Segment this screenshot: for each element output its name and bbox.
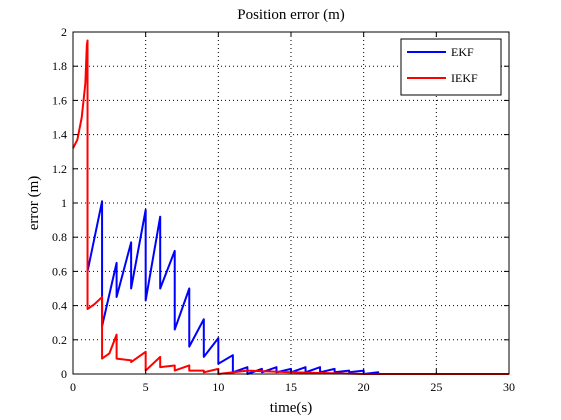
ticks <box>72 31 510 375</box>
x-tick-label: 10 <box>212 380 224 394</box>
y-axis-label: error (m) <box>26 176 42 231</box>
x-tick-label: 0 <box>70 380 76 394</box>
x-tick-label: 20 <box>358 380 370 394</box>
y-tick-label: 2 <box>61 25 67 39</box>
y-tick-label: 1.2 <box>52 162 67 176</box>
y-tick-label: 0.6 <box>52 264 67 278</box>
x-tick-label: 5 <box>143 380 149 394</box>
x-axis-label: time(s) <box>270 400 313 416</box>
tick-labels: 0 5 10 15 20 25 30 0 0.2 0.4 0.6 0.8 1 1.2 1.4 1.6 1.8 2 <box>52 25 515 394</box>
y-tick-label: 0.8 <box>52 230 67 244</box>
y-tick-label: 1.6 <box>52 93 67 107</box>
legend-box <box>400 38 502 96</box>
y-tick-label: 0.2 <box>52 333 67 347</box>
legend: EKF IEKF <box>400 38 502 96</box>
legend-label-iekf: IEKF <box>451 71 478 85</box>
y-tick-label: 0.4 <box>52 299 67 313</box>
x-tick-label: 15 <box>285 380 297 394</box>
y-tick-label: 1.8 <box>52 59 67 73</box>
chart-title: Position error (m) <box>237 7 344 23</box>
y-tick-label: 1 <box>61 196 67 210</box>
y-tick-label: 1.4 <box>52 128 67 142</box>
series-line-iekf <box>72 39 509 375</box>
x-tick-label: 30 <box>503 380 515 394</box>
series-line-ekf <box>86 200 509 375</box>
y-tick-label: 0 <box>61 367 67 381</box>
series-layer <box>72 39 509 375</box>
legend-label-ekf: EKF <box>451 45 474 59</box>
x-tick-label: 25 <box>430 380 442 394</box>
